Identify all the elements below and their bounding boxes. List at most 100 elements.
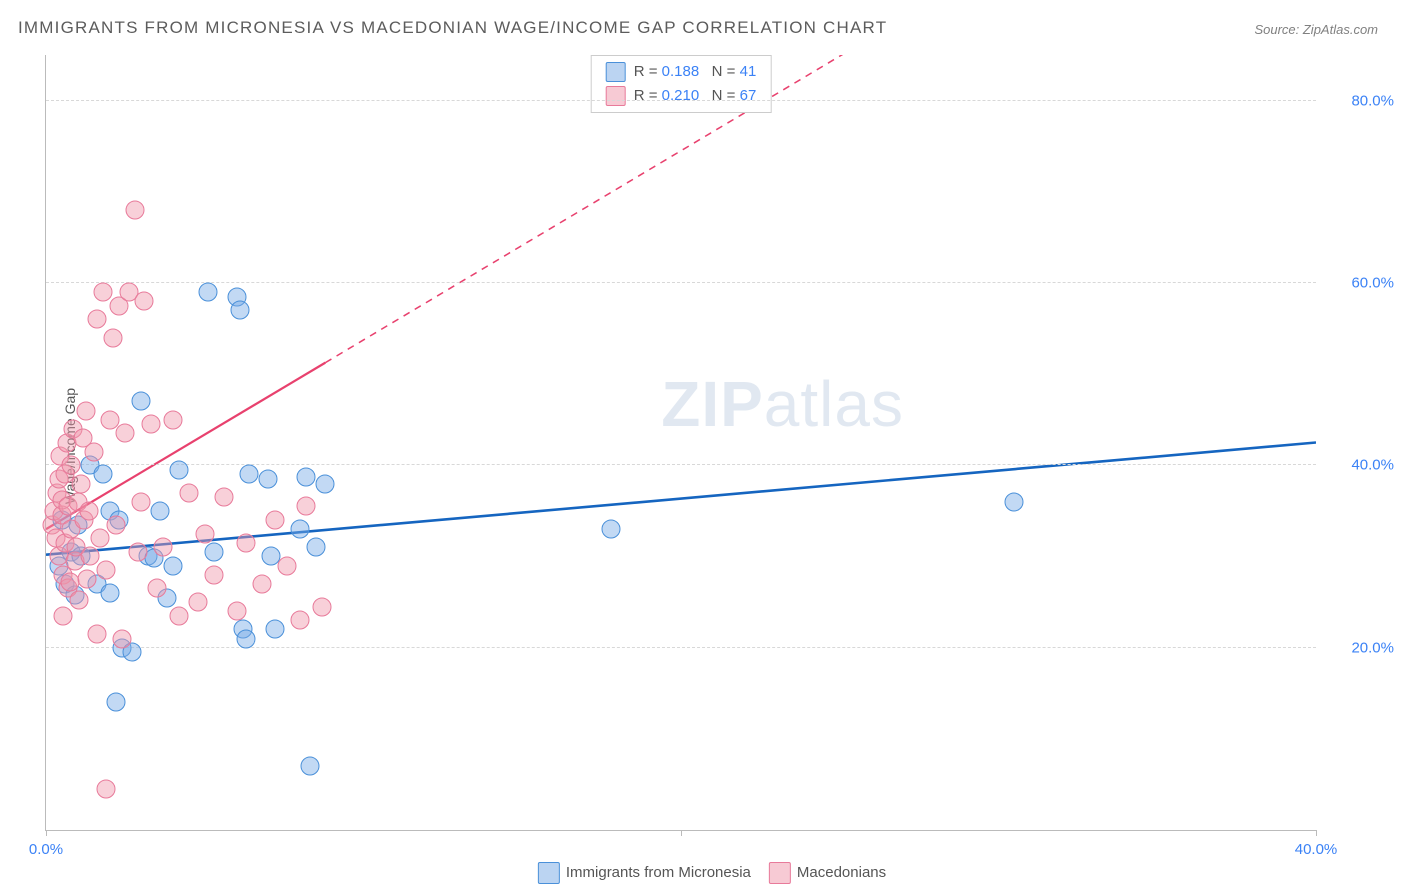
data-point xyxy=(313,597,332,616)
data-point xyxy=(78,570,97,589)
data-point xyxy=(214,488,233,507)
data-point xyxy=(100,410,119,429)
data-point xyxy=(81,547,100,566)
legend-stat-row: R = 0.210 N = 67 xyxy=(606,84,757,108)
data-point xyxy=(300,757,319,776)
data-point xyxy=(97,561,116,580)
legend-series: Immigrants from Micronesia Macedonians xyxy=(520,862,886,884)
legend-swatch xyxy=(769,862,791,884)
data-point xyxy=(237,629,256,648)
data-point xyxy=(97,779,116,798)
data-point xyxy=(164,410,183,429)
data-point xyxy=(90,529,109,548)
legend-series-label: Immigrants from Micronesia xyxy=(566,864,751,881)
data-point xyxy=(164,556,183,575)
data-point xyxy=(265,511,284,530)
data-point xyxy=(62,456,81,475)
data-point xyxy=(79,501,98,520)
data-point xyxy=(602,520,621,539)
gridline-h xyxy=(46,464,1316,465)
data-point xyxy=(179,483,198,502)
legend-stat-row: R = 0.188 N = 41 xyxy=(606,60,757,84)
gridline-h xyxy=(46,282,1316,283)
data-point xyxy=(116,424,135,443)
data-point xyxy=(205,565,224,584)
data-point xyxy=(237,533,256,552)
data-point xyxy=(291,611,310,630)
trend-lines xyxy=(46,55,1316,830)
data-point xyxy=(316,474,335,493)
data-point xyxy=(125,201,144,220)
data-point xyxy=(240,465,259,484)
data-point xyxy=(129,542,148,561)
y-tick-label: 20.0% xyxy=(1324,639,1394,656)
legend-swatch xyxy=(606,62,626,82)
n-label: N = xyxy=(699,87,739,104)
data-point xyxy=(84,442,103,461)
x-tick-label: 0.0% xyxy=(29,841,63,858)
data-point xyxy=(189,593,208,612)
data-point xyxy=(132,392,151,411)
data-point xyxy=(132,492,151,511)
data-point xyxy=(94,465,113,484)
n-value: 41 xyxy=(740,63,757,80)
y-tick-label: 60.0% xyxy=(1324,274,1394,291)
chart-title: IMMIGRANTS FROM MICRONESIA VS MACEDONIAN… xyxy=(18,18,887,38)
n-label: N = xyxy=(699,63,739,80)
gridline-h xyxy=(46,647,1316,648)
data-point xyxy=(297,468,316,487)
data-point xyxy=(259,469,278,488)
data-point xyxy=(170,606,189,625)
data-point xyxy=(230,301,249,320)
y-tick-label: 40.0% xyxy=(1324,457,1394,474)
data-point xyxy=(113,629,132,648)
data-point xyxy=(154,538,173,557)
data-point xyxy=(103,328,122,347)
data-point xyxy=(106,693,125,712)
data-point xyxy=(227,602,246,621)
r-label: R = xyxy=(634,63,662,80)
data-point xyxy=(170,460,189,479)
data-point xyxy=(87,624,106,643)
scatter-plot: ZIPatlas R = 0.188 N = 41R = 0.210 N = 6… xyxy=(45,55,1316,831)
data-point xyxy=(94,283,113,302)
data-point xyxy=(106,515,125,534)
data-point xyxy=(195,524,214,543)
data-point xyxy=(87,310,106,329)
data-point xyxy=(151,501,170,520)
r-value: 0.210 xyxy=(662,87,700,104)
legend-series-label: Macedonians xyxy=(797,864,886,881)
data-point xyxy=(297,497,316,516)
trend-line-dashed xyxy=(325,55,1316,363)
data-point xyxy=(205,542,224,561)
x-tick xyxy=(1316,830,1317,836)
data-point xyxy=(306,538,325,557)
n-value: 67 xyxy=(740,87,757,104)
data-point xyxy=(54,606,73,625)
x-tick xyxy=(681,830,682,836)
data-point xyxy=(71,474,90,493)
data-point xyxy=(291,520,310,539)
data-point xyxy=(60,573,79,592)
data-point xyxy=(252,574,271,593)
data-point xyxy=(135,292,154,311)
data-point xyxy=(100,583,119,602)
legend-swatch xyxy=(606,86,626,106)
r-value: 0.188 xyxy=(662,63,700,80)
source-label: Source: ZipAtlas.com xyxy=(1254,22,1378,37)
x-tick xyxy=(46,830,47,836)
data-point xyxy=(76,401,95,420)
data-point xyxy=(265,620,284,639)
y-tick-label: 80.0% xyxy=(1324,92,1394,109)
data-point xyxy=(70,591,89,610)
legend-stats: R = 0.188 N = 41R = 0.210 N = 67 xyxy=(591,55,772,113)
data-point xyxy=(198,283,217,302)
r-label: R = xyxy=(634,87,662,104)
data-point xyxy=(1005,492,1024,511)
data-point xyxy=(148,579,167,598)
watermark: ZIPatlas xyxy=(661,367,904,441)
x-tick-label: 40.0% xyxy=(1295,841,1338,858)
gridline-h xyxy=(46,100,1316,101)
data-point xyxy=(278,556,297,575)
data-point xyxy=(141,415,160,434)
